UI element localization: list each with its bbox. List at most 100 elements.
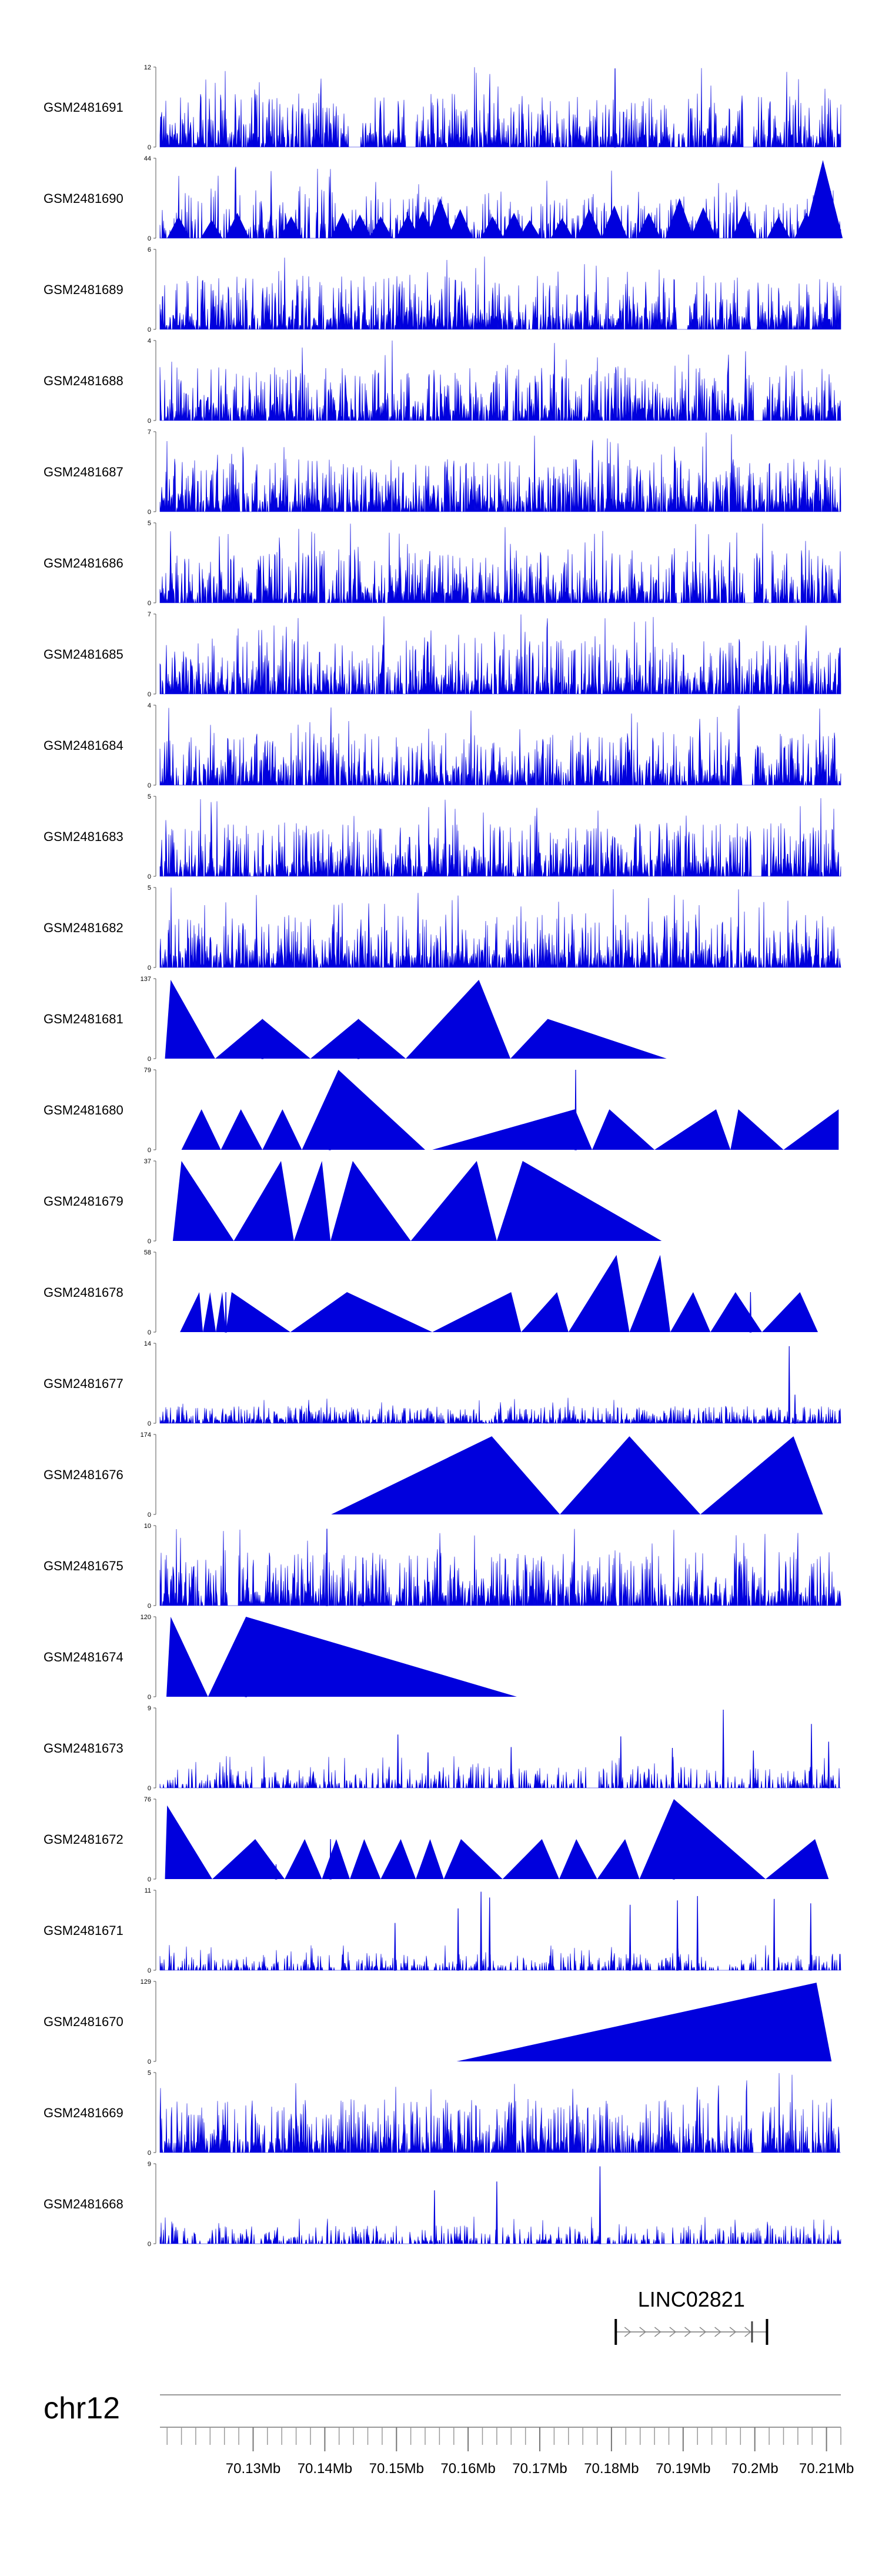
chromosome-label: chr12: [44, 2391, 120, 2425]
coverage-area: [159, 340, 841, 421]
track-label: GSM2481679: [44, 1194, 123, 1209]
coverage-spike: [357, 1019, 360, 1059]
y-tick-label-min: 0: [148, 1603, 151, 1610]
y-tick-label-max: 14: [144, 1340, 151, 1347]
track-GSM2481677: GSM2481677 14 0: [44, 1340, 841, 1427]
y-tick-label-min: 0: [148, 1876, 151, 1883]
coverage-spike: [752, 1750, 755, 1788]
coverage-spike: [599, 2166, 602, 2244]
coverage-triangle: [502, 1839, 559, 1879]
coverage-spike: [396, 1734, 399, 1788]
coverage-peak: [369, 216, 392, 238]
coverage-peak: [348, 214, 372, 238]
strand-arrow-icon: [729, 2327, 737, 2337]
coverage-area: [159, 2073, 841, 2153]
coverage-spike: [809, 1903, 812, 1971]
axis-tick-label: 70.14Mb: [298, 2461, 352, 2477]
y-tick-label-max: 129: [141, 1978, 151, 1986]
track-label: GSM2481671: [44, 1923, 123, 1938]
y-tick-label-min: 0: [148, 1694, 151, 1701]
y-tick-label-min: 0: [148, 418, 151, 425]
coverage-spike: [574, 1069, 577, 1150]
gene-exon-end: [766, 2319, 769, 2345]
coverage-peak: [201, 220, 223, 238]
strand-arrow-icon: [639, 2327, 647, 2337]
strand-arrow-icon: [684, 2327, 691, 2337]
track-GSM2481680: GSM2481680 79 0: [44, 1067, 839, 1154]
y-tick-label-max: 9: [148, 2161, 151, 2168]
track-label: GSM2481674: [44, 1650, 123, 1664]
coverage-triangle: [166, 1617, 208, 1697]
y-tick-label-min: 0: [148, 1785, 151, 1792]
track-GSM2481682: GSM2481682 5 0: [44, 885, 841, 972]
y-tick-label-max: 5: [148, 2070, 151, 2077]
coverage-peak: [481, 216, 504, 238]
y-tick-label-max: 79: [144, 1067, 151, 1074]
coverage-spike: [696, 1896, 699, 1971]
coverage-triangle: [639, 1799, 766, 1879]
y-tick-label-max: 5: [148, 520, 151, 527]
strand-arrow-icon: [669, 2327, 677, 2337]
y-tick-label-min: 0: [148, 509, 151, 516]
track-GSM2481670: GSM2481670 129 0: [44, 1978, 832, 2066]
coverage-spike: [673, 1834, 675, 1880]
coverage-spike: [457, 1908, 459, 1971]
coverage-triangle: [165, 1805, 212, 1879]
coverage-spike: [629, 1904, 632, 1971]
track-GSM2481685: GSM2481685 7 0: [44, 611, 841, 698]
track-GSM2481674: GSM2481674 120 0: [44, 1614, 517, 1701]
coverage-triangle: [216, 1292, 226, 1332]
coverage-spike: [671, 1747, 674, 1788]
strand-arrow-icon: [624, 2327, 632, 2337]
coverage-triangle: [380, 1839, 416, 1879]
coverage-triangle: [330, 1161, 411, 1241]
y-tick-label-min: 0: [148, 1147, 151, 1154]
coverage-peak: [447, 209, 473, 238]
y-tick-label-max: 44: [144, 155, 151, 162]
track-label: GSM2481669: [44, 2105, 123, 2120]
track-label: GSM2481682: [44, 920, 123, 935]
coverage-triangle: [226, 1292, 290, 1332]
coverage-triangle: [654, 1109, 731, 1150]
axis-tick-label: 70.2Mb: [731, 2461, 779, 2477]
track-label: GSM2481677: [44, 1376, 123, 1391]
track-label: GSM2481688: [44, 373, 123, 388]
coverage-triangle: [165, 980, 215, 1059]
coverage-area: [159, 705, 841, 786]
coverage-triangle: [510, 1019, 667, 1059]
y-tick-label-min: 0: [148, 965, 151, 972]
coverage-triangle: [220, 1109, 263, 1150]
coverage-spike: [614, 68, 616, 148]
genome-axis: chr12 70.13Mb 70.14Mb 70.15Mb 70.16Mb 70.17M…: [44, 2391, 854, 2477]
y-tick-label-min: 0: [148, 1967, 151, 1974]
coverage-triangle: [331, 1436, 560, 1514]
track-GSM2481671: GSM2481671 11 0: [44, 1887, 841, 1974]
coverage-spike: [619, 1736, 622, 1788]
coverage-triangle: [597, 1839, 640, 1879]
y-tick-label-max: 120: [141, 1614, 151, 1621]
coverage-peak: [731, 211, 757, 238]
coverage-area: [159, 1529, 841, 1606]
coverage-spike: [827, 1741, 830, 1788]
y-tick-label-min: 0: [148, 235, 151, 242]
coverage-area: [159, 1945, 841, 1971]
coverage-spike: [326, 1529, 328, 1606]
y-tick-label-max: 7: [148, 429, 151, 436]
strand-arrow-icon: [699, 2327, 707, 2337]
track-label: GSM2481672: [44, 1832, 123, 1847]
coverage-triangle: [172, 1161, 234, 1241]
coverage-triangle: [730, 1109, 784, 1150]
coverage-triangle: [432, 1109, 592, 1150]
track-label: GSM2481680: [44, 1103, 123, 1117]
coverage-area: [159, 2216, 841, 2244]
y-tick-label-min: 0: [148, 2058, 151, 2066]
coverage-triangle: [761, 1292, 818, 1332]
coverage-triangle: [432, 1292, 522, 1332]
gene-exon-internal: [751, 2321, 753, 2343]
coverage-triangle: [783, 1109, 839, 1150]
coverage-triangle: [568, 1254, 630, 1332]
coverage-spike: [275, 1864, 278, 1880]
track-GSM2481678: GSM2481678 58 0: [44, 1249, 818, 1336]
coverage-peak: [167, 216, 191, 238]
track-GSM2481683: GSM2481683 5 0: [44, 793, 841, 880]
